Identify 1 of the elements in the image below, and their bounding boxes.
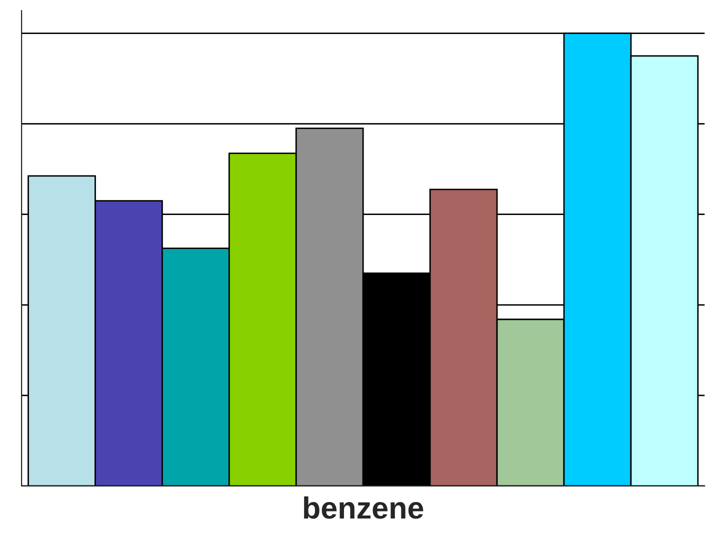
x-axis-title: benzene bbox=[304, 496, 424, 519]
